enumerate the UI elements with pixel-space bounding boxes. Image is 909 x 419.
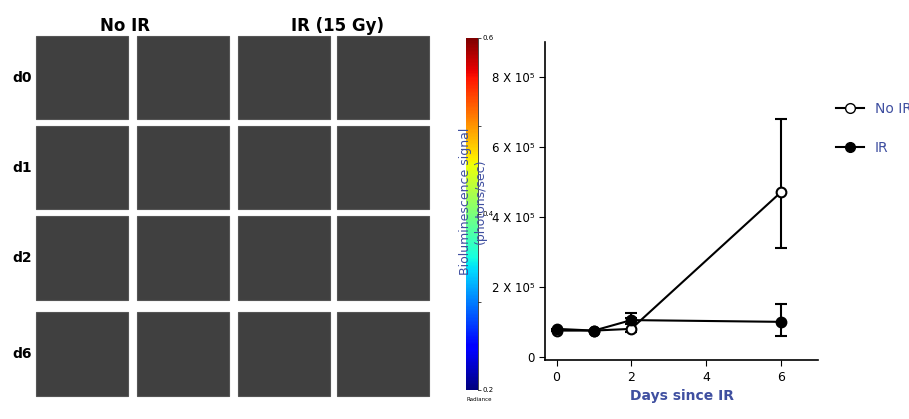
Text: d0: d0 <box>12 70 32 85</box>
Text: d1: d1 <box>12 160 32 175</box>
Legend: No IR, IR: No IR, IR <box>831 97 909 161</box>
Text: Radiance: Radiance <box>466 397 492 402</box>
Bar <box>137 36 229 119</box>
Bar <box>137 216 229 300</box>
Text: d2: d2 <box>12 251 32 265</box>
Bar <box>337 216 429 300</box>
Bar <box>137 126 229 210</box>
Bar <box>36 126 127 210</box>
Bar <box>36 36 127 119</box>
Bar <box>238 36 330 119</box>
Bar <box>36 216 127 300</box>
Text: IR (15 Gy): IR (15 Gy) <box>291 17 384 35</box>
Bar <box>238 216 330 300</box>
Bar <box>238 312 330 396</box>
Bar <box>337 312 429 396</box>
X-axis label: Days since IR: Days since IR <box>630 389 734 403</box>
Bar <box>337 126 429 210</box>
Bar <box>36 312 127 396</box>
Y-axis label: Bioluminescence signal
(photons/sec): Bioluminescence signal (photons/sec) <box>459 127 487 275</box>
Bar <box>137 312 229 396</box>
Text: d6: d6 <box>12 347 32 361</box>
Text: No IR: No IR <box>100 17 150 35</box>
Bar <box>238 126 330 210</box>
Bar <box>337 36 429 119</box>
